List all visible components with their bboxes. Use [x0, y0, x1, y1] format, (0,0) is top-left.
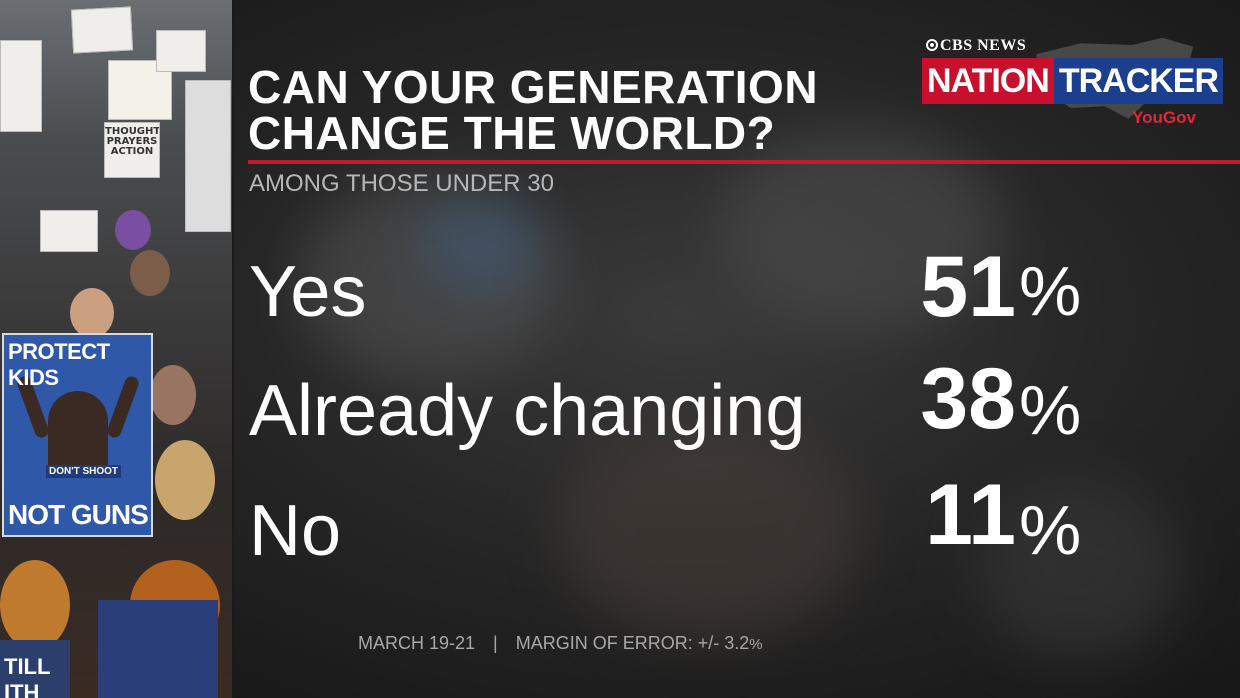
title-line-2: CHANGE THE WORLD? [248, 107, 776, 159]
footer-separator: | [493, 633, 498, 653]
title-underline [248, 160, 1240, 164]
percent-sign: % [1019, 252, 1082, 330]
person-jacket [98, 600, 218, 698]
category-label: Already changing [249, 371, 806, 451]
margin-of-error-label: MARGIN OF ERROR: +/- [515, 633, 725, 653]
protest-sign [0, 40, 42, 132]
protect-kids-poster: PROTECT KIDS DON'T SHOOT NOT GUNS [2, 333, 153, 537]
protest-sign [70, 6, 134, 54]
title-line-1: CAN YOUR GENERATION [248, 61, 819, 113]
logo-tracker: TRACKER [1053, 58, 1224, 104]
person-head [0, 560, 70, 650]
bottom-sign: TILL ITH [0, 640, 70, 698]
poll-dates: MARCH 19-21 [358, 633, 476, 653]
thoughts-sign: THOUGHTS PRAYERS ACTION [104, 122, 160, 178]
cbs-news-label: CBS NEWS [940, 37, 1027, 54]
chart-subtitle: AMONG THOSE UNDER 30 [249, 170, 554, 197]
photo-divider [232, 0, 234, 698]
poster-figure [48, 391, 108, 471]
poster-middle-text: DON'T SHOOT [46, 465, 122, 478]
category-label: Yes [249, 252, 367, 332]
protest-sign [156, 30, 206, 72]
percent-sign: % [1019, 491, 1082, 569]
value-label: 11 [925, 467, 1016, 563]
person-head [115, 210, 151, 250]
margin-of-error-unit: % [749, 636, 763, 653]
nation-tracker-logo: CBS NEWS NATION TRACKER YouGov [922, 36, 1224, 132]
cbs-news-wordmark: CBS NEWS [926, 37, 1026, 55]
background-blur [300, 180, 560, 380]
yougov-logo: YouGov [1132, 108, 1196, 127]
background-blur [560, 420, 860, 640]
person-head [155, 440, 215, 520]
poster-top-text: PROTECT KIDS [8, 339, 110, 390]
protest-sign [40, 210, 98, 252]
value-label: 38 [920, 351, 1016, 447]
margin-of-error-value: 3.2 [724, 633, 750, 653]
logo-bar: NATION TRACKER [922, 58, 1224, 104]
category-label: No [249, 491, 342, 571]
person-head [70, 288, 114, 338]
footer-note: MARCH 19-21 | MARGIN OF ERROR: +/- 3.2% [358, 633, 763, 655]
person-head [150, 365, 196, 425]
cbs-eye-icon [926, 39, 938, 51]
protest-photo: THOUGHTS PRAYERS ACTION TILL ITH PROTECT… [0, 0, 232, 698]
person-head [130, 250, 170, 296]
chart-title: CAN YOUR GENERATION CHANGE THE WORLD? [248, 64, 818, 156]
protest-sign [185, 80, 231, 232]
background-blur [980, 480, 1180, 660]
poster-bottom-text: NOT GUNS [8, 499, 149, 530]
logo-nation: NATION [922, 58, 1054, 104]
percent-sign: % [1019, 371, 1082, 449]
value-label: 51 [920, 239, 1016, 335]
background-blur [420, 200, 540, 290]
